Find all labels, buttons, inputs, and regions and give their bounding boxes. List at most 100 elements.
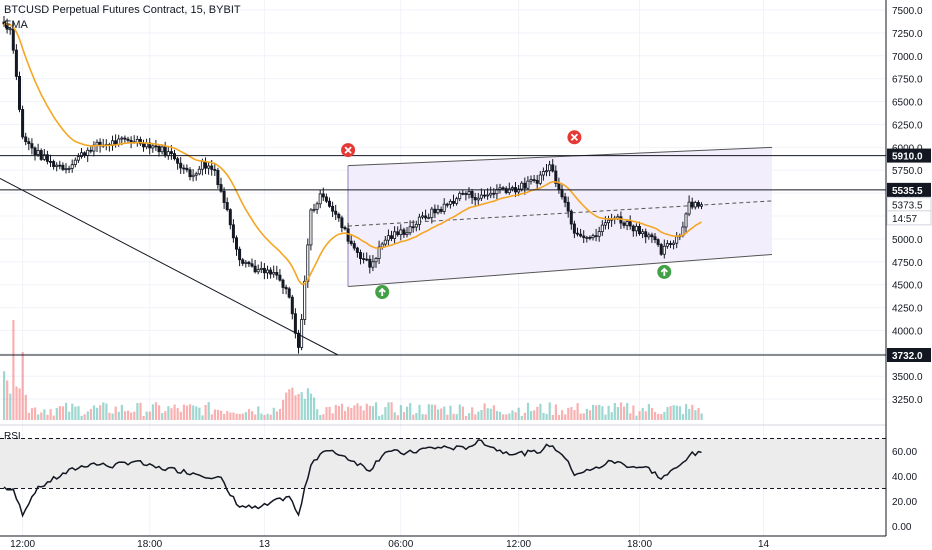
price-tick-label: 4750.0 <box>892 258 923 269</box>
candle-body <box>396 231 400 236</box>
volume-bar <box>30 408 34 420</box>
candle-body <box>535 179 539 184</box>
volume-bar <box>111 413 114 420</box>
volume-bar <box>520 415 523 420</box>
volume-bar <box>384 407 387 420</box>
candle-body <box>331 205 335 212</box>
candle-body <box>393 231 397 239</box>
volume-bar <box>309 393 313 420</box>
candle-body <box>631 225 635 232</box>
volume-bar <box>613 402 616 420</box>
candle-body <box>473 197 477 201</box>
volume-bar <box>595 405 598 420</box>
volume-bar <box>443 406 446 420</box>
candle-body <box>197 168 201 175</box>
volume-bar <box>269 414 272 420</box>
candle-body <box>120 137 124 140</box>
candle-body <box>231 224 235 239</box>
volume-bar <box>266 413 269 420</box>
volume-bar <box>139 402 142 420</box>
candle-body <box>73 159 77 166</box>
volume-bar <box>573 409 576 420</box>
volume-bar <box>161 413 164 420</box>
channel-lower-line <box>347 253 773 288</box>
candle-body <box>433 208 437 214</box>
countdown-label-bg <box>886 210 932 226</box>
candle-body <box>576 232 580 235</box>
volume-bar <box>154 402 158 420</box>
chart-title: BTCUSD Perpetual Futures Contract, 15, B… <box>4 4 241 16</box>
candle-body <box>451 200 455 204</box>
volume-bar <box>406 406 409 420</box>
volume-bar <box>278 408 282 420</box>
rsi-pane <box>0 424 886 518</box>
candle-body <box>597 231 601 237</box>
volume-bar <box>567 407 570 420</box>
volume-bar <box>9 393 12 420</box>
volume-bar <box>272 407 275 420</box>
candle-body <box>45 154 49 162</box>
price-tick-label: 6250.0 <box>892 120 923 131</box>
candle-body <box>628 221 632 227</box>
volume-bar <box>570 407 573 420</box>
candle-body <box>293 313 297 334</box>
volume-bar <box>660 414 663 420</box>
volume-bar <box>452 413 455 420</box>
candle-body <box>492 192 496 195</box>
volume-bar <box>626 402 629 420</box>
volume-bar <box>396 415 399 420</box>
volume-bar <box>189 404 192 420</box>
candle-body <box>309 209 313 246</box>
candle-body <box>154 145 158 148</box>
volume-bar <box>697 408 700 420</box>
candle-body <box>408 226 412 234</box>
volume-bar <box>313 397 316 420</box>
volume-bar <box>489 408 492 420</box>
volume-bar <box>461 406 464 420</box>
volume-bar <box>375 402 378 420</box>
candle-body <box>39 150 43 160</box>
volume-bar <box>598 404 601 420</box>
volume-bar <box>545 413 548 420</box>
candle-body <box>228 209 232 226</box>
volume-bar <box>539 403 542 420</box>
volume-bar <box>6 380 9 420</box>
volume-bar <box>514 412 517 420</box>
candle-body <box>157 145 161 153</box>
volume-bar <box>644 411 647 420</box>
volume-bar <box>362 410 365 420</box>
volume-bar <box>254 414 257 420</box>
volume-bar <box>49 409 52 420</box>
volume-bar <box>105 403 108 420</box>
candle-body <box>672 242 676 245</box>
volume-bar <box>526 402 530 420</box>
candle-body <box>219 184 223 192</box>
candle-body <box>563 196 567 203</box>
candle-body <box>250 263 254 267</box>
signal-markers <box>341 130 672 300</box>
volume-bar <box>176 408 179 420</box>
volume-bar <box>226 410 229 420</box>
volume-bar <box>58 406 61 420</box>
volume-bar <box>685 404 688 420</box>
candle-body <box>371 261 375 268</box>
volume-bar <box>3 371 6 420</box>
volume-bar <box>99 405 102 420</box>
volume-bar <box>672 405 675 420</box>
ema-line <box>3 23 702 285</box>
volume-bar <box>40 412 43 420</box>
volume-bar <box>182 404 185 420</box>
volume-bar <box>142 415 145 420</box>
candle-body <box>176 158 180 164</box>
volume-bar <box>440 408 443 420</box>
candle-body <box>315 203 319 210</box>
candle-body <box>526 180 530 189</box>
candle-body <box>114 140 118 145</box>
candle-body <box>225 202 229 211</box>
candle-body <box>622 222 626 226</box>
candle-body <box>368 258 372 268</box>
candle-body <box>448 200 452 205</box>
volume-bar <box>306 388 309 420</box>
volume-bar <box>322 414 325 420</box>
